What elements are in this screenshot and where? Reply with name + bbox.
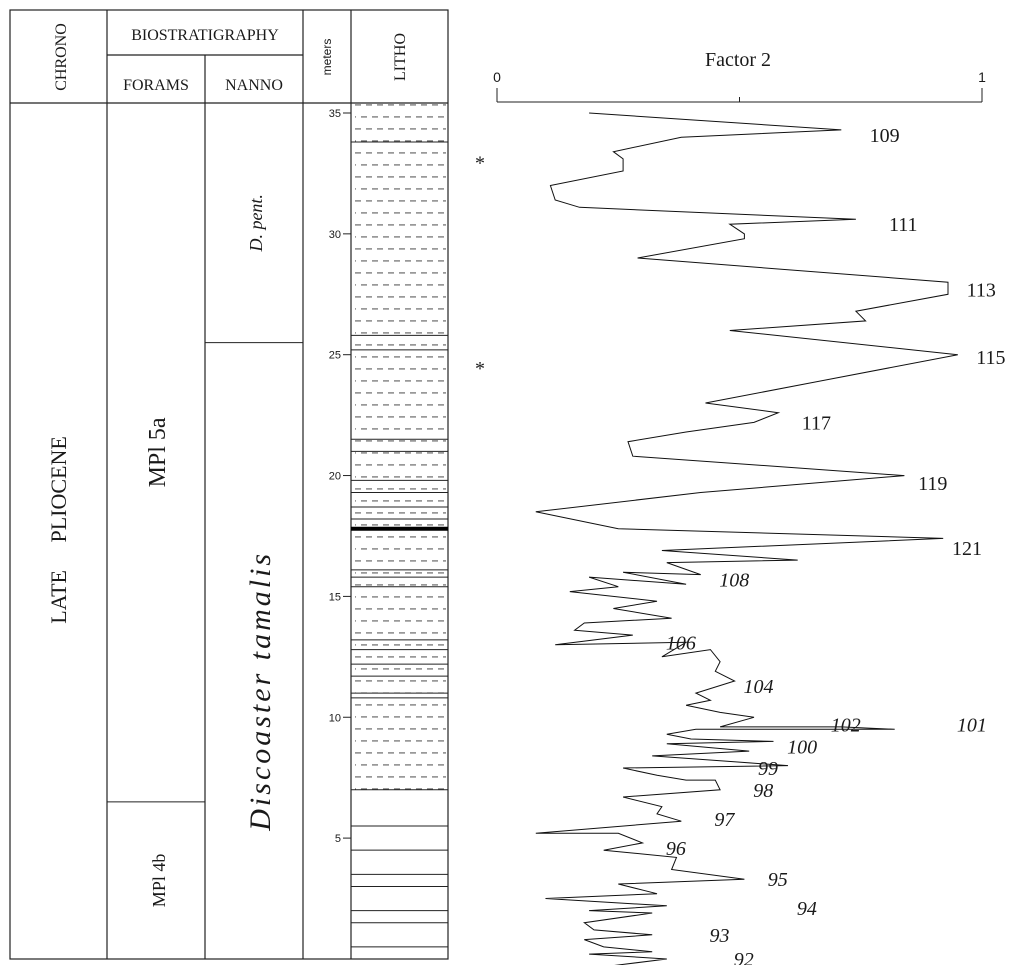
sample-label: 94 bbox=[797, 898, 817, 920]
chart-title: Factor 2 bbox=[705, 49, 771, 71]
forams-zone-label: MPl 4b bbox=[149, 854, 169, 908]
meters-tick-label: 10 bbox=[329, 712, 341, 724]
column-frame bbox=[9, 9, 449, 960]
column-headers: CHRONO BIOSTRATIGRAPHY FORAMS NANNO mete… bbox=[53, 23, 409, 94]
sample-label: 113 bbox=[967, 279, 996, 301]
sample-label: 104 bbox=[744, 676, 774, 698]
sample-label: 98 bbox=[753, 780, 773, 802]
sample-label: 101 bbox=[957, 715, 987, 737]
meters-tick-label: 35 bbox=[329, 108, 341, 120]
factor2-series-line bbox=[535, 112, 958, 970]
sample-label: 96 bbox=[666, 838, 686, 860]
x-tick-label: 1 bbox=[978, 69, 986, 85]
chrono-epoch-label: LATE PLIOCENE bbox=[46, 436, 71, 624]
sample-label: 97 bbox=[714, 809, 735, 831]
header-nanno: NANNO bbox=[225, 77, 283, 94]
sample-label: 106 bbox=[666, 632, 696, 654]
markers-layer: ** bbox=[475, 152, 485, 379]
header-litho: LITHO bbox=[392, 33, 409, 81]
series-layer bbox=[535, 112, 958, 970]
header-chrono: CHRONO bbox=[53, 23, 70, 91]
sample-label: 108 bbox=[719, 569, 749, 591]
litho-column bbox=[351, 104, 448, 960]
sample-label: 117 bbox=[802, 412, 831, 434]
asterisk-marker: * bbox=[475, 358, 485, 380]
sample-label: 95 bbox=[768, 869, 788, 891]
sample-label: 99 bbox=[758, 758, 778, 780]
meters-tick-label: 30 bbox=[329, 229, 341, 241]
sample-label: 115 bbox=[976, 347, 1005, 369]
meters-axis: 35 30 25 20 15 10 5 bbox=[329, 108, 351, 845]
meters-tick-label: 20 bbox=[329, 471, 341, 483]
header-forams: FORAMS bbox=[123, 77, 189, 94]
nanno-zone-label: D. pent. bbox=[246, 194, 266, 253]
header-biostratigraphy: BIOSTRATIGRAPHY bbox=[131, 27, 279, 44]
forams-zone-label: MPl 5a bbox=[145, 417, 171, 487]
zones-layer: MPl 5a MPl 4b D. pent. Discoaster tamalis bbox=[107, 194, 303, 907]
nanno-zone-label: Discoaster tamalis bbox=[244, 551, 277, 832]
meters-tick-label: 5 bbox=[335, 833, 341, 845]
sample-label: 109 bbox=[870, 125, 900, 147]
asterisk-marker: * bbox=[475, 152, 485, 174]
sample-labels: 109 111 113 115 117 119 121 108 106 104 102 101 100 9… bbox=[666, 125, 1006, 970]
x-tick-label: 0 bbox=[493, 69, 501, 85]
sample-label: 102 bbox=[831, 715, 861, 737]
sample-label: 119 bbox=[918, 473, 947, 495]
sample-label: 111 bbox=[889, 214, 918, 236]
sample-label: 93 bbox=[710, 925, 730, 947]
header-meters: meters bbox=[320, 39, 334, 76]
sample-label: 121 bbox=[952, 538, 982, 560]
sample-label: 92 bbox=[734, 949, 754, 965]
meters-tick-label: 25 bbox=[329, 350, 341, 362]
meters-tick-label: 15 bbox=[329, 591, 341, 603]
sample-label: 100 bbox=[787, 736, 817, 758]
